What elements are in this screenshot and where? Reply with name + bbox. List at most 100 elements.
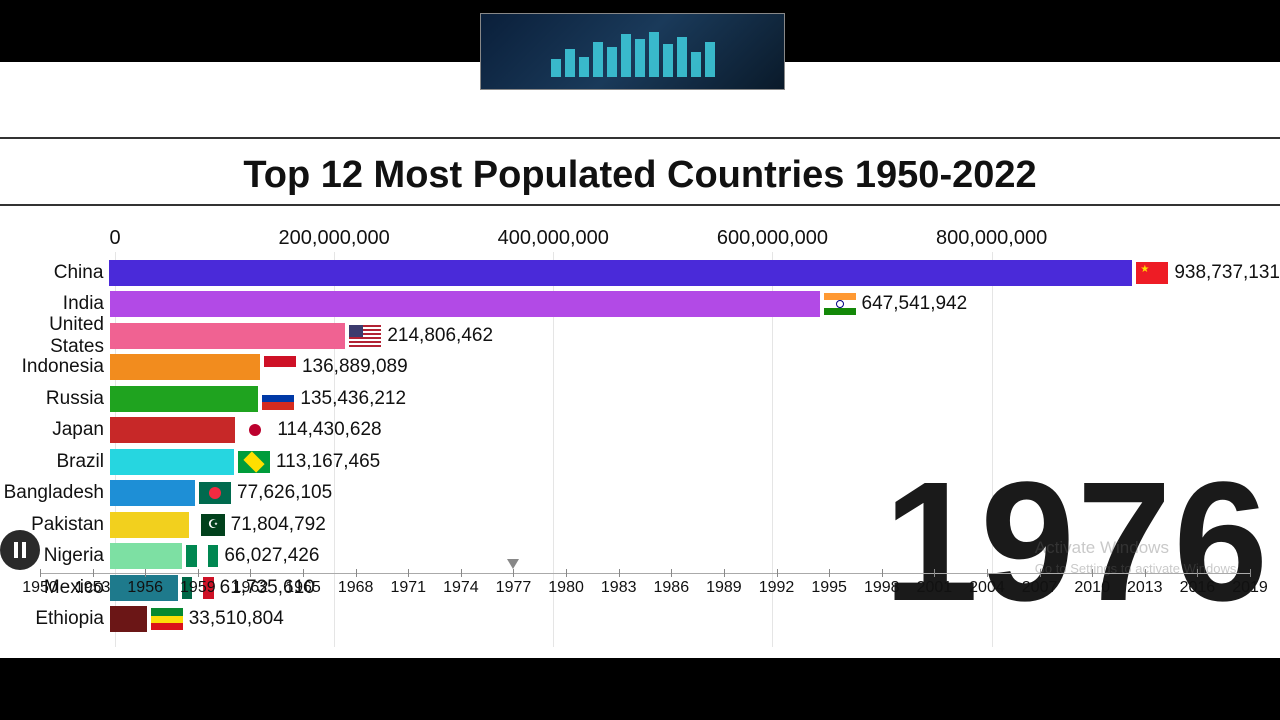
bar-value: 71,804,792 <box>231 514 326 536</box>
timeline-tick <box>1250 569 1251 577</box>
timeline-tick <box>724 569 725 577</box>
bar-label: Ethiopia <box>0 608 110 630</box>
timeline-tick <box>934 569 935 577</box>
bar <box>110 512 189 538</box>
axis-tick-label: 800,000,000 <box>936 227 1047 250</box>
pause-icon <box>14 542 18 558</box>
bar <box>110 480 195 506</box>
bar-label: Indonesia <box>0 356 110 378</box>
timeline-tick <box>1145 569 1146 577</box>
timeline-year-label: 1959 <box>180 579 216 597</box>
x-axis-labels: 0200,000,000400,000,000600,000,000800,00… <box>115 227 1215 257</box>
timeline-tick <box>1040 569 1041 577</box>
bar-value: 136,889,089 <box>302 356 408 378</box>
chart-title: Top 12 Most Populated Countries 1950-202… <box>0 154 1280 197</box>
flag-icon: ☪ <box>193 514 225 536</box>
timeline-tick <box>1197 569 1198 577</box>
timeline-year-label: 1962 <box>233 579 269 597</box>
timeline-tick <box>303 569 304 577</box>
timeline-year-label: 1983 <box>601 579 637 597</box>
header-bars-decoration <box>551 27 715 77</box>
axis-tick-label: 400,000,000 <box>498 227 609 250</box>
pause-button[interactable] <box>0 530 40 570</box>
flag-icon <box>151 608 183 630</box>
timeline-year-label: 2004 <box>969 579 1005 597</box>
title-separator-top <box>0 137 1280 139</box>
bar-row: United States214,806,462 <box>0 320 1280 352</box>
timeline-year-label: 2016 <box>1180 579 1216 597</box>
timeline-year-label: 2007 <box>1022 579 1058 597</box>
timeline-tick <box>145 569 146 577</box>
bar <box>110 606 147 632</box>
timeline-year-label: 1971 <box>390 579 426 597</box>
timeline-year-label: 1980 <box>548 579 584 597</box>
timeline-year-label: 1950 <box>22 579 58 597</box>
bar-value: 113,167,465 <box>276 451 380 473</box>
timeline-tick <box>93 569 94 577</box>
bar <box>110 354 260 380</box>
timeline-year-label: 1977 <box>496 579 532 597</box>
timeline-tick <box>619 569 620 577</box>
timeline-year-label: 2019 <box>1232 579 1268 597</box>
timeline-year-label: 1995 <box>811 579 847 597</box>
axis-tick-label: 600,000,000 <box>717 227 828 250</box>
flag-icon <box>264 356 296 378</box>
bar-value: 114,430,628 <box>277 419 381 441</box>
header-image <box>480 13 785 90</box>
bar-label: China <box>0 262 109 284</box>
flag-icon <box>262 388 294 410</box>
axis-tick-label: 200,000,000 <box>279 227 390 250</box>
timeline-year-label: 2001 <box>917 579 953 597</box>
timeline-year-label: 1956 <box>127 579 163 597</box>
axis-tick-label: 0 <box>109 227 120 250</box>
timeline-tick <box>882 569 883 577</box>
flag-icon <box>199 482 231 504</box>
timeline-year-label: 1989 <box>706 579 742 597</box>
bar <box>110 449 234 475</box>
bar-row: Japan 114,430,628 <box>0 415 1280 447</box>
flag-icon <box>239 419 271 441</box>
bar-row: Indonesia 136,889,089 <box>0 352 1280 384</box>
timeline-tick <box>250 569 251 577</box>
bar <box>110 291 820 317</box>
content-panel: Top 12 Most Populated Countries 1950-202… <box>0 62 1280 658</box>
timeline-tick <box>777 569 778 577</box>
bar <box>110 386 258 412</box>
timeline-year-label: 1998 <box>864 579 900 597</box>
bar-row: China ★ 938,737,131 <box>0 257 1280 289</box>
title-separator-bottom <box>0 204 1280 206</box>
timeline-tick <box>408 569 409 577</box>
bar-label: Japan <box>0 419 110 441</box>
flag-icon <box>824 293 856 315</box>
bar-value: 938,737,131 <box>1174 262 1280 284</box>
timeline-year-label: 1953 <box>75 579 111 597</box>
timeline-tick <box>356 569 357 577</box>
timeline-year-label: 2010 <box>1074 579 1110 597</box>
bar-value: 647,541,942 <box>862 293 968 315</box>
timeline-tick <box>461 569 462 577</box>
flag-icon: ★ <box>1136 262 1168 284</box>
timeline-year-label: 1974 <box>443 579 479 597</box>
bar-row: Russia 135,436,212 <box>0 383 1280 415</box>
timeline[interactable]: 1950195319561959196219651968197119741977… <box>40 563 1250 593</box>
timeline-year-label: 2013 <box>1127 579 1163 597</box>
timeline-tick <box>40 569 41 577</box>
timeline-tick <box>829 569 830 577</box>
timeline-track <box>40 573 1250 574</box>
bar-value: 77,626,105 <box>237 482 332 504</box>
bar <box>110 323 345 349</box>
timeline-year-label: 1986 <box>654 579 690 597</box>
timeline-tick <box>1092 569 1093 577</box>
pause-icon <box>22 542 26 558</box>
bar-row: India647,541,942 <box>0 289 1280 321</box>
timeline-tick <box>671 569 672 577</box>
flag-icon <box>238 451 270 473</box>
timeline-tick <box>198 569 199 577</box>
timeline-year-label: 1992 <box>759 579 795 597</box>
timeline-marker[interactable] <box>507 559 519 569</box>
bar-value: 135,436,212 <box>300 388 406 410</box>
timeline-tick <box>987 569 988 577</box>
timeline-year-label: 1965 <box>285 579 321 597</box>
bar-label: Russia <box>0 388 110 410</box>
timeline-tick <box>566 569 567 577</box>
